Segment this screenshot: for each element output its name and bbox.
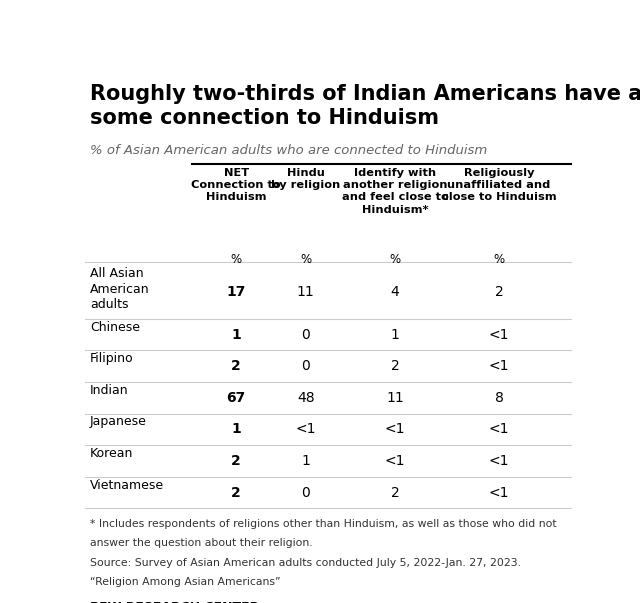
Text: 11: 11 [386,391,404,405]
Text: <1: <1 [385,423,405,437]
Text: Source: Survey of Asian American adults conducted July 5, 2022-Jan. 27, 2023.: Source: Survey of Asian American adults … [90,558,521,567]
Text: 2: 2 [390,359,399,373]
Text: 1: 1 [390,327,399,342]
Text: 0: 0 [301,327,310,342]
Text: <1: <1 [489,327,509,342]
Text: %: % [300,253,311,267]
Text: <1: <1 [385,454,405,468]
Text: 1: 1 [301,454,310,468]
Text: <1: <1 [489,454,509,468]
Text: PEW RESEARCH CENTER: PEW RESEARCH CENTER [90,601,259,603]
Text: 17: 17 [227,285,246,299]
Text: All Asian
American
adults: All Asian American adults [90,267,150,311]
Text: 67: 67 [227,391,246,405]
Text: Korean: Korean [90,447,133,460]
Text: %: % [493,253,505,267]
Text: NET
Connection to
Hinduism: NET Connection to Hinduism [191,168,281,203]
Text: “Religion Among Asian Americans”: “Religion Among Asian Americans” [90,577,280,587]
Text: 2: 2 [232,454,241,468]
Text: <1: <1 [489,359,509,373]
Text: <1: <1 [489,485,509,499]
Text: Hindu
by religion: Hindu by religion [271,168,340,190]
Text: Identify with
another religion
and feel close to
Hinduism*: Identify with another religion and feel … [342,168,449,215]
Text: Vietnamese: Vietnamese [90,479,164,491]
Text: 2: 2 [495,285,504,299]
Text: 11: 11 [297,285,314,299]
Text: answer the question about their religion.: answer the question about their religion… [90,538,312,548]
Text: 2: 2 [390,485,399,499]
Text: Japanese: Japanese [90,415,147,429]
Text: 4: 4 [390,285,399,299]
Text: 1: 1 [232,423,241,437]
Text: Roughly two-thirds of Indian Americans have at least
some connection to Hinduism: Roughly two-thirds of Indian Americans h… [90,84,640,128]
Text: 2: 2 [232,485,241,499]
Text: Indian: Indian [90,384,129,397]
Text: Filipino: Filipino [90,352,134,365]
Text: <1: <1 [296,423,316,437]
Text: %: % [230,253,242,267]
Text: <1: <1 [489,423,509,437]
Text: %: % [389,253,401,267]
Text: Religiously
unaffiliated and
close to Hinduism: Religiously unaffiliated and close to Hi… [442,168,556,203]
Text: Chinese: Chinese [90,321,140,334]
Text: % of Asian American adults who are connected to Hinduism: % of Asian American adults who are conne… [90,144,487,157]
Text: 0: 0 [301,485,310,499]
Text: 0: 0 [301,359,310,373]
Text: 48: 48 [297,391,314,405]
Text: 2: 2 [232,359,241,373]
Text: 1: 1 [232,327,241,342]
Text: * Includes respondents of religions other than Hinduism, as well as those who di: * Includes respondents of religions othe… [90,519,557,529]
Text: 8: 8 [495,391,504,405]
